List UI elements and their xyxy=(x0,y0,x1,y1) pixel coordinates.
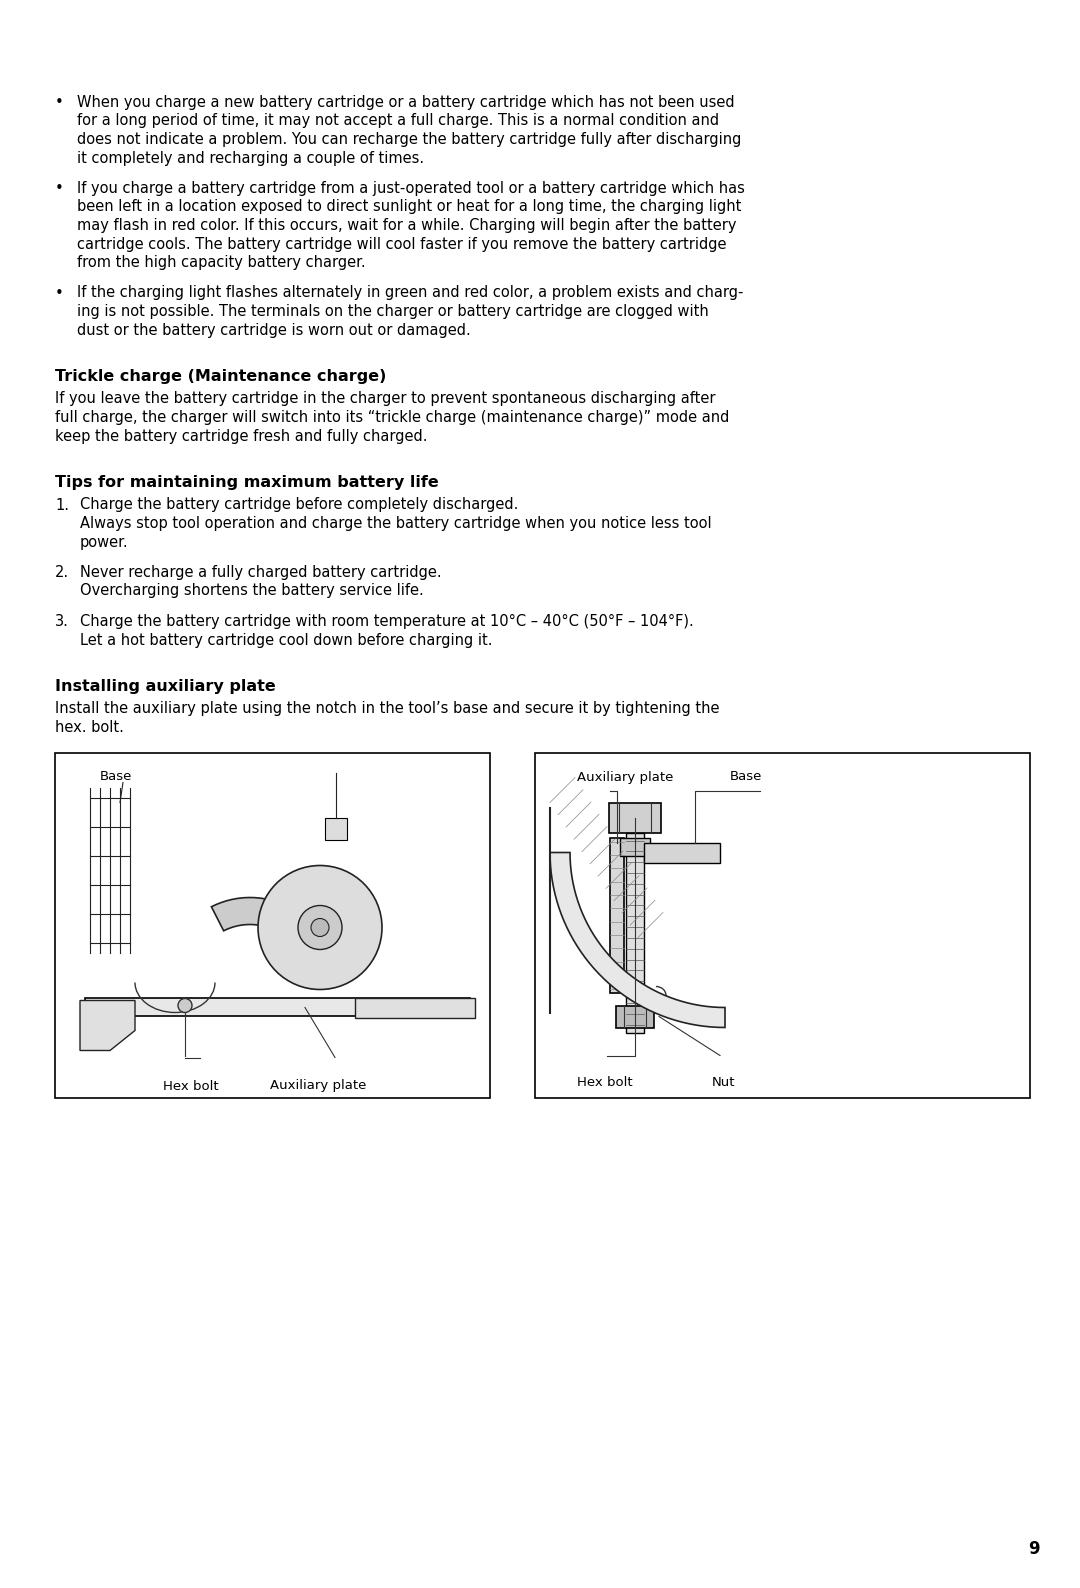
Text: been left in a location exposed to direct sunlight or heat for a long time, the : been left in a location exposed to direc… xyxy=(77,200,741,214)
Text: power.: power. xyxy=(80,535,129,549)
Circle shape xyxy=(258,865,382,989)
Text: ing is not possible. The terminals on the charger or battery cartridge are clogg: ing is not possible. The terminals on th… xyxy=(77,303,708,319)
Bar xyxy=(609,802,661,832)
Text: If the charging light flashes alternately in green and red color, a problem exis: If the charging light flashes alternatel… xyxy=(77,286,743,300)
Bar xyxy=(325,818,347,840)
Text: cartridge cools. The battery cartridge will cool faster if you remove the batter: cartridge cools. The battery cartridge w… xyxy=(77,237,727,251)
Text: Auxiliary plate: Auxiliary plate xyxy=(577,770,673,783)
Text: Install the auxiliary plate using the notch in the tool’s base and secure it by : Install the auxiliary plate using the no… xyxy=(55,702,719,716)
Polygon shape xyxy=(80,1000,135,1051)
Text: Let a hot battery cartridge cool down before charging it.: Let a hot battery cartridge cool down be… xyxy=(80,632,492,648)
Text: 9: 9 xyxy=(1028,1540,1040,1558)
Text: Base: Base xyxy=(730,770,762,783)
Text: •: • xyxy=(55,95,64,110)
Text: hex. bolt.: hex. bolt. xyxy=(55,719,124,735)
Text: If you leave the battery cartridge in the charger to prevent spontaneous dischar: If you leave the battery cartridge in th… xyxy=(55,392,715,407)
Text: from the high capacity battery charger.: from the high capacity battery charger. xyxy=(77,256,366,270)
Text: Overcharging shortens the battery service life.: Overcharging shortens the battery servic… xyxy=(80,583,423,599)
Bar xyxy=(85,997,470,1015)
Text: Nut: Nut xyxy=(712,1075,735,1088)
Bar xyxy=(644,843,720,862)
Text: full charge, the charger will switch into its “trickle charge (maintenance charg: full charge, the charger will switch int… xyxy=(55,410,729,426)
Text: Hex bolt: Hex bolt xyxy=(163,1080,218,1093)
Text: may flash in red color. If this occurs, wait for a while. Charging will begin af: may flash in red color. If this occurs, … xyxy=(77,218,737,233)
Polygon shape xyxy=(550,853,725,1027)
Text: Charge the battery cartridge with room temperature at 10°C – 40°C (50°F – 104°F): Charge the battery cartridge with room t… xyxy=(80,615,693,629)
Text: for a long period of time, it may not accept a full charge. This is a normal con: for a long period of time, it may not ac… xyxy=(77,113,719,129)
Text: dust or the battery cartridge is worn out or damaged.: dust or the battery cartridge is worn ou… xyxy=(77,322,471,338)
Text: •: • xyxy=(55,181,64,195)
Text: it completely and recharging a couple of times.: it completely and recharging a couple of… xyxy=(77,151,424,165)
Text: Trickle charge (Maintenance charge): Trickle charge (Maintenance charge) xyxy=(55,368,387,384)
Text: Auxiliary plate: Auxiliary plate xyxy=(270,1080,366,1093)
Text: Hex bolt: Hex bolt xyxy=(577,1075,633,1088)
Circle shape xyxy=(178,999,192,1013)
Text: •: • xyxy=(55,286,64,300)
Bar xyxy=(620,837,650,856)
Text: Never recharge a fully charged battery cartridge.: Never recharge a fully charged battery c… xyxy=(80,565,442,580)
Text: Always stop tool operation and charge the battery cartridge when you notice less: Always stop tool operation and charge th… xyxy=(80,516,712,530)
Text: Tips for maintaining maximum battery life: Tips for maintaining maximum battery lif… xyxy=(55,475,438,491)
Text: Charge the battery cartridge before completely discharged.: Charge the battery cartridge before comp… xyxy=(80,497,518,513)
Polygon shape xyxy=(355,997,475,1018)
Circle shape xyxy=(298,905,342,950)
Text: Base: Base xyxy=(100,770,133,783)
Bar xyxy=(610,837,624,992)
Text: Installing auxiliary plate: Installing auxiliary plate xyxy=(55,680,275,694)
Text: 1.: 1. xyxy=(55,497,69,513)
Text: If you charge a battery cartridge from a just-operated tool or a battery cartrid: If you charge a battery cartridge from a… xyxy=(77,181,745,195)
Polygon shape xyxy=(212,897,334,973)
Bar xyxy=(626,832,644,1032)
Text: 2.: 2. xyxy=(55,565,69,580)
Text: does not indicate a problem. You can recharge the battery cartridge fully after : does not indicate a problem. You can rec… xyxy=(77,132,741,148)
Text: 3.: 3. xyxy=(55,615,69,629)
Text: When you charge a new battery cartridge or a battery cartridge which has not bee: When you charge a new battery cartridge … xyxy=(77,95,734,110)
Circle shape xyxy=(311,918,329,937)
Bar xyxy=(616,1005,654,1027)
Bar xyxy=(535,753,1030,1097)
Bar xyxy=(55,753,490,1097)
Text: keep the battery cartridge fresh and fully charged.: keep the battery cartridge fresh and ful… xyxy=(55,429,428,443)
